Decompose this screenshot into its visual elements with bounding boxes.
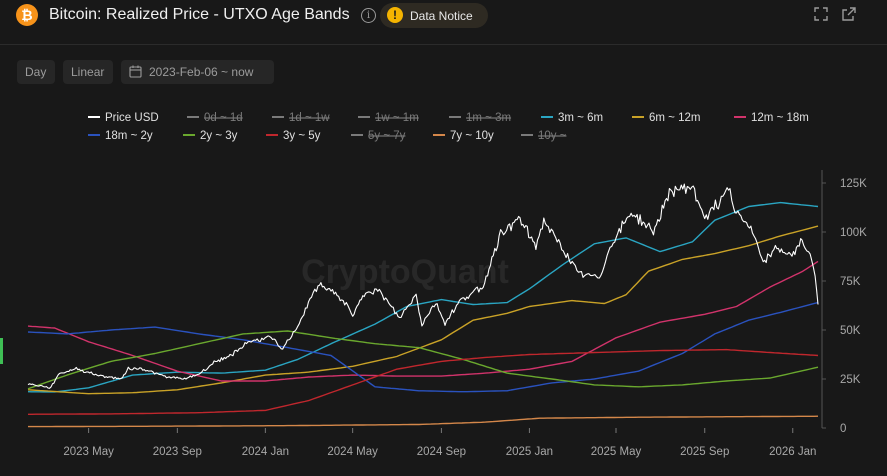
legend-item-10y[interactable]: 10y ~ (521, 130, 567, 142)
legend-item-7y-10y[interactable]: 7y ~ 10y (433, 130, 494, 142)
y-tick-label: 100K (840, 227, 867, 239)
date-range-picker[interactable]: 2023-Feb-06 ~ now (121, 60, 274, 84)
interval-select[interactable]: Day (17, 60, 55, 84)
x-tick-label: 2025 Sep (680, 446, 729, 458)
x-tick-label: 2024 Sep (417, 446, 466, 458)
x-tick-label: 2025 May (591, 446, 642, 458)
legend-label: 0d ~ 1d (204, 112, 243, 124)
legend-item-0d-1d[interactable]: 0d ~ 1d (187, 112, 243, 124)
date-range-label: 2023-Feb-06 ~ now (149, 65, 254, 79)
series-line-price-usd (27, 183, 819, 389)
legend-item-6m-12m[interactable]: 6m ~ 12m (632, 112, 700, 124)
legend-item-price-usd[interactable]: Price USD (88, 112, 159, 124)
y-tick-label: 50K (840, 325, 861, 337)
y-tick-label: 0 (840, 423, 846, 435)
legend-label: 18m ~ 2y (105, 130, 153, 142)
legend-label: 1d ~ 1w (289, 112, 330, 124)
legend-label: 5y ~ 7y (368, 130, 406, 142)
legend-item-2y-3y[interactable]: 2y ~ 3y (183, 130, 238, 142)
legend-item-12m-18m[interactable]: 12m ~ 18m (734, 112, 809, 124)
legend-label: Price USD (105, 112, 159, 124)
x-tick-label: 2024 Jan (242, 446, 289, 458)
x-tick-label: 2023 May (63, 446, 114, 458)
watermark: CryptoQuant (301, 253, 509, 291)
x-tick-label: 2025 Jan (506, 446, 553, 458)
legend-label: 1w ~ 1m (375, 112, 419, 124)
series-line-12m-18m (27, 260, 819, 382)
series-layer (27, 183, 819, 428)
series-line-6m-12m (27, 225, 819, 395)
y-tick-label: 25K (840, 374, 861, 386)
series-line-2y-3y (27, 330, 819, 390)
legend-item-3m-6m[interactable]: 3m ~ 6m (541, 112, 603, 124)
page-title: Bitcoin: Realized Price - UTXO Age Bands (49, 6, 350, 23)
x-tick-label: 2024 May (327, 446, 378, 458)
warning-icon: ! (387, 7, 403, 23)
legend-label: 3y ~ 5y (283, 130, 321, 142)
y-tick-label: 75K (840, 276, 861, 288)
legend-item-5y-7y[interactable]: 5y ~ 7y (351, 130, 406, 142)
y-tick-label: 125K (840, 178, 867, 190)
legend-item-1d-1w[interactable]: 1d ~ 1w (272, 112, 330, 124)
info-icon[interactable]: i (361, 8, 376, 23)
legend-label: 10y ~ (538, 130, 567, 142)
series-line-7y-10y (28, 415, 819, 428)
legend-item-18m-2y[interactable]: 18m ~ 2y (88, 130, 153, 142)
series-line-3y-5y (28, 348, 819, 415)
data-notice-button[interactable]: ! Data Notice (380, 3, 488, 28)
side-panel-tab[interactable] (0, 338, 3, 364)
series-line-18m-2y (27, 301, 819, 393)
chart-legend: Price USD 0d ~ 1d 1d ~ 1w 1w ~ 1m 1m ~ 3m 3m … (88, 112, 809, 142)
x-tick-label: 2026 Jan (769, 446, 816, 458)
data-notice-label: Data Notice (410, 9, 473, 23)
y-axis: 0 25K 50K 75K 100K 125K (822, 178, 867, 435)
legend-item-1m-3m[interactable]: 1m ~ 3m (449, 112, 511, 124)
legend-label: 12m ~ 18m (751, 112, 809, 124)
legend-label: 6m ~ 12m (649, 112, 700, 124)
legend-label: 3m ~ 6m (558, 112, 603, 124)
x-axis: 2023 May 2023 Sep 2024 Jan 2024 May 2024 Sep… (63, 428, 816, 458)
external-link-icon[interactable] (841, 6, 857, 22)
legend-label: 1m ~ 3m (466, 112, 511, 124)
header-bar: ₿ Bitcoin: Realized Price - UTXO Age Ban… (0, 0, 887, 45)
bitcoin-logo-icon: ₿ (16, 4, 38, 26)
series-line-3m-6m (27, 201, 819, 393)
calendar-icon (129, 65, 142, 78)
x-tick-label: 2023 Sep (153, 446, 202, 458)
legend-label: 2y ~ 3y (200, 130, 238, 142)
legend-item-3y-5y[interactable]: 3y ~ 5y (266, 130, 321, 142)
legend-item-1w-1m[interactable]: 1w ~ 1m (358, 112, 419, 124)
fullscreen-icon[interactable] (813, 6, 829, 22)
scale-select[interactable]: Linear (63, 60, 113, 84)
chart: Price USD 0d ~ 1d 1d ~ 1w 1w ~ 1m 1m ~ 3m 3m … (27, 112, 867, 458)
legend-label: 7y ~ 10y (450, 130, 494, 142)
